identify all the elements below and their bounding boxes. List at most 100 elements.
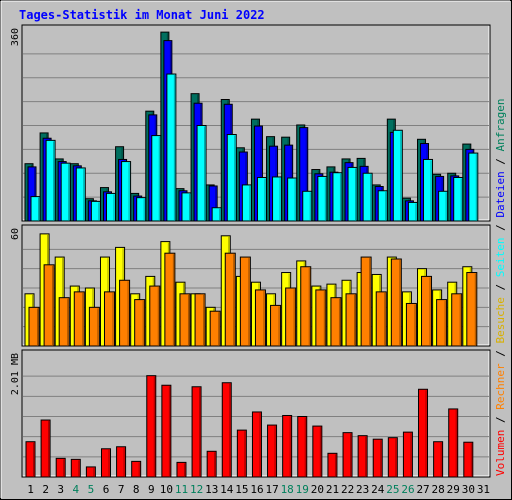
x-tick-label-13: 13 xyxy=(205,483,218,496)
bar-volumen-21 xyxy=(327,452,338,478)
bar-rechner-23 xyxy=(360,256,372,347)
bar-volumen-2 xyxy=(40,419,51,478)
bar-seiten-2 xyxy=(45,139,56,222)
panel-volume-ymax-label: 2.01 MB xyxy=(10,353,21,395)
x-tick-label-5: 5 xyxy=(88,483,95,496)
bar-volumen-13 xyxy=(206,450,217,478)
x-tick-label-30: 30 xyxy=(462,483,475,496)
bar-volumen-14 xyxy=(221,382,232,478)
x-tick-label-12: 12 xyxy=(190,483,203,496)
bar-rechner-7 xyxy=(119,279,131,347)
legend-separator: / xyxy=(494,151,507,171)
x-tick-label-17: 17 xyxy=(265,483,278,496)
bar-rechner-3 xyxy=(58,297,70,347)
bar-seiten-23 xyxy=(362,172,373,222)
x-tick-label-9: 9 xyxy=(148,483,155,496)
x-tick-label-15: 15 xyxy=(235,483,248,496)
bar-seiten-21 xyxy=(332,172,343,222)
legend-separator: / xyxy=(494,277,507,297)
bar-rechner-11 xyxy=(179,293,191,347)
x-tick-label-8: 8 xyxy=(133,483,140,496)
bar-seiten-1 xyxy=(30,196,41,222)
bar-volumen-20 xyxy=(312,425,323,478)
bar-rechner-10 xyxy=(164,252,176,347)
chart-title: Tages-Statistik im Monat Juni 2022 xyxy=(19,8,265,22)
x-tick-label-1: 1 xyxy=(27,483,34,496)
bar-volumen-7 xyxy=(116,446,127,478)
bar-rechner-1 xyxy=(28,306,40,347)
bar-volumen-16 xyxy=(251,411,262,478)
bar-seiten-26 xyxy=(407,201,418,222)
legend-item-rechner: Rechner xyxy=(494,363,507,410)
bar-seiten-15 xyxy=(241,184,252,222)
bar-volumen-22 xyxy=(342,432,353,478)
panel-hits-ymax-label: 360 xyxy=(10,28,21,46)
panel-hits: 360 xyxy=(10,24,491,222)
bar-seiten-30 xyxy=(468,152,479,222)
bar-volumen-19 xyxy=(297,416,308,478)
bar-volumen-6 xyxy=(100,448,111,478)
x-axis: 1 2 3 4 5 6 7 8 9 10 11 12 13 14 15 16 17 18 19 20 21 22 23 24 2… xyxy=(27,483,490,496)
x-tick-label-7: 7 xyxy=(118,483,125,496)
x-tick-label-31: 31 xyxy=(477,483,490,496)
bar-volumen-4 xyxy=(70,458,81,478)
bar-seiten-14 xyxy=(226,134,237,222)
x-tick-label-22: 22 xyxy=(341,483,354,496)
bar-volumen-1 xyxy=(25,441,36,478)
x-tick-label-16: 16 xyxy=(250,483,263,496)
bar-volumen-17 xyxy=(267,424,278,478)
x-tick-label-2: 2 xyxy=(42,483,49,496)
x-tick-label-19: 19 xyxy=(296,483,309,496)
bar-volumen-11 xyxy=(176,461,187,478)
bar-rechner-17 xyxy=(270,304,282,347)
bar-rechner-24 xyxy=(375,291,387,347)
x-tick-label-18: 18 xyxy=(281,483,294,496)
bar-rechner-30 xyxy=(466,272,478,347)
x-tick-label-23: 23 xyxy=(356,483,369,496)
bar-rechner-14 xyxy=(224,252,236,347)
bar-volumen-26 xyxy=(402,431,413,478)
bar-seiten-16 xyxy=(256,176,267,222)
bar-rechner-22 xyxy=(345,293,357,347)
legend-item-dateien: Dateien xyxy=(494,171,507,217)
bar-rechner-21 xyxy=(330,297,342,347)
bar-rechner-19 xyxy=(300,266,312,347)
bar-volumen-23 xyxy=(357,435,368,478)
bar-rechner-27 xyxy=(421,275,433,347)
bar-volumen-27 xyxy=(418,388,429,478)
bar-rechner-15 xyxy=(239,256,251,347)
bar-volumen-9 xyxy=(146,375,157,478)
panel-visits-ymax-label: 60 xyxy=(10,228,21,240)
x-tick-label-14: 14 xyxy=(220,483,234,496)
bar-volumen-28 xyxy=(433,441,444,478)
bar-volumen-8 xyxy=(131,460,142,478)
legend-separator: / xyxy=(494,218,507,238)
legend-item-anfragen: Anfragen xyxy=(494,98,507,151)
bar-volumen-24 xyxy=(372,438,383,478)
bar-rechner-12 xyxy=(194,293,206,347)
x-tick-label-11: 11 xyxy=(175,483,188,496)
x-tick-label-27: 27 xyxy=(416,483,429,496)
bar-seiten-29 xyxy=(453,176,464,222)
x-tick-label-20: 20 xyxy=(311,483,324,496)
bar-seiten-6 xyxy=(105,192,116,222)
panel-visits: 60 xyxy=(10,224,491,347)
bar-rechner-13 xyxy=(209,310,221,347)
legend-text: Volumen / Rechner / Besuche / Seiten / D… xyxy=(494,98,507,476)
bar-seiten-25 xyxy=(392,129,403,222)
bar-rechner-4 xyxy=(73,291,85,347)
bar-rechner-9 xyxy=(149,285,161,347)
chart-panels: 360 60 2.01 MB xyxy=(10,24,491,478)
bar-seiten-4 xyxy=(75,167,86,222)
bar-seiten-12 xyxy=(196,125,207,222)
bar-rechner-16 xyxy=(254,289,266,347)
bar-seiten-11 xyxy=(181,192,192,222)
x-tick-label-10: 10 xyxy=(160,483,173,496)
bar-seiten-18 xyxy=(287,177,298,222)
bar-seiten-19 xyxy=(302,190,313,222)
bar-rechner-26 xyxy=(405,302,417,347)
x-tick-label-26: 26 xyxy=(401,483,414,496)
legend-item-volumen: Volumen xyxy=(494,430,507,476)
bar-volumen-15 xyxy=(236,429,247,478)
